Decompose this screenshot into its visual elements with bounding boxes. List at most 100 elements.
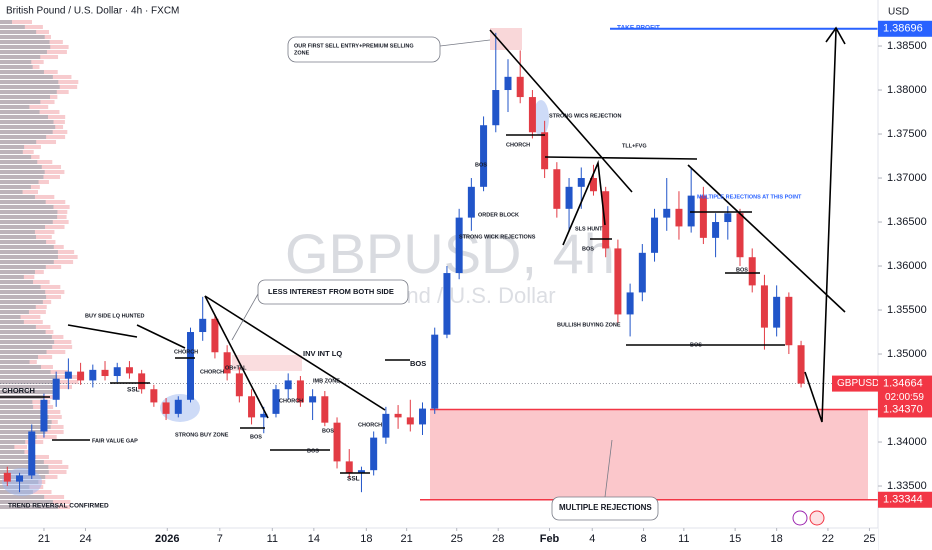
volume-profile-bar	[0, 445, 15, 449]
volume-profile-bar	[0, 120, 54, 124]
volume-profile-bar	[0, 175, 44, 179]
volume-profile-bar	[0, 505, 59, 509]
annotation: IMB ZONE	[313, 378, 340, 384]
zone-top-price-box	[878, 401, 932, 418]
candle-body	[89, 369, 97, 381]
candle-body	[284, 380, 292, 390]
last-price-box	[878, 375, 932, 406]
trendline	[489, 29, 633, 193]
take-profit-label: TAKE PROFIT	[617, 24, 660, 31]
x-tick-label: 25	[863, 533, 875, 545]
candle-body	[235, 373, 243, 397]
volume-profile-bar	[0, 125, 56, 129]
volume-profile-bar	[0, 205, 54, 209]
event-icon[interactable]	[809, 510, 825, 526]
volume-profile-bar	[0, 95, 51, 99]
volume-profile-bar	[0, 320, 24, 324]
volume-profile-bar	[0, 460, 44, 464]
annotation: MULTIPLE REJECTIONS	[559, 503, 652, 512]
annotation: OB+TLL	[225, 365, 247, 371]
volume-profile-bar	[0, 450, 25, 454]
candle-body	[724, 213, 732, 223]
tp-box	[878, 20, 932, 37]
alert-icon[interactable]	[792, 510, 808, 526]
ob-zone	[232, 355, 302, 371]
candle-body	[419, 408, 427, 425]
volume-profile-bar	[0, 110, 40, 114]
candle-body	[28, 431, 36, 476]
candle-body	[565, 186, 573, 209]
volume-profile-bar	[0, 385, 59, 389]
volume-profile-bar	[0, 440, 26, 444]
candle-body	[455, 217, 463, 274]
candle-body	[797, 345, 805, 384]
annotation: STRONG BUY ZONE	[175, 432, 229, 438]
volume-profile-bar	[0, 240, 47, 244]
volume-profile-bar	[0, 495, 45, 499]
volume-profile-bar	[0, 40, 50, 44]
volume-profile-bar	[0, 250, 58, 254]
volume-profile-bar	[0, 500, 53, 504]
premium-zone	[490, 28, 522, 50]
candle-body	[431, 334, 439, 409]
rejection-zone	[430, 409, 868, 500]
volume-profile-bar	[0, 300, 43, 304]
volume-profile-bar	[0, 225, 46, 229]
candle-body	[52, 378, 60, 400]
callout-box	[287, 36, 441, 63]
candle-body	[162, 402, 170, 414]
volume-profile-bar	[0, 220, 53, 224]
annotation: FAIR VALUE GAP	[92, 438, 138, 444]
candle-body	[3, 472, 11, 482]
volume-profile-bar	[0, 90, 57, 94]
trendline	[204, 295, 269, 419]
y-tick-label: 1.38000	[887, 84, 927, 96]
annotation: CHORCH	[279, 398, 303, 404]
candles	[3, 32, 805, 493]
volume-profile-bar	[0, 375, 58, 379]
volume-profile-bar	[0, 80, 59, 84]
annotation: ZONE	[294, 50, 310, 56]
annotation: CHORCH	[200, 369, 224, 375]
annotation: CHORCH	[2, 386, 35, 395]
candle-body	[712, 222, 720, 238]
annotation: BOS	[582, 246, 594, 252]
candle-body	[394, 413, 402, 418]
x-tick-label: 11	[678, 533, 689, 545]
volume-profile-bar	[0, 35, 45, 39]
candle-body	[321, 396, 329, 423]
volume-profile-bar	[0, 330, 46, 334]
levels: TAKE PROFIT	[0, 24, 878, 501]
zone-top-price: 1.34370	[883, 403, 923, 415]
candle-body	[223, 352, 231, 374]
volume-profile-bar	[0, 285, 41, 289]
volume-profile-bar	[0, 155, 32, 159]
annotation: BOS	[307, 448, 319, 454]
x-tick-label: 18	[360, 533, 372, 545]
volume-profile-bar	[0, 335, 52, 339]
candle-body	[101, 369, 109, 377]
volume-profile-bar	[0, 245, 54, 249]
candle-body	[113, 367, 121, 377]
candle-body	[64, 371, 72, 379]
reversal-highlight	[2, 468, 42, 496]
candle-body	[626, 292, 634, 315]
candle-body	[309, 396, 317, 403]
candle-body	[675, 208, 683, 227]
volume-profile-bar	[0, 165, 42, 169]
callout-pointer	[231, 293, 259, 341]
volume-profile-bar	[0, 405, 34, 409]
volume-profile-bar	[0, 270, 35, 274]
volume-profile-bar	[0, 210, 58, 214]
annotations: OUR FIRST SELL ENTRY+PREMIUM SELLINGZONE…	[2, 43, 802, 512]
volume-profile-bar	[0, 260, 54, 264]
trendline	[204, 295, 386, 411]
candle-body	[345, 461, 353, 473]
annotation: CHORCH	[358, 422, 382, 428]
x-tick-label: Feb	[540, 533, 560, 545]
candle-body	[186, 332, 194, 400]
annotation: STRONG WICK REJECTIONS	[459, 234, 536, 240]
x-tick-label: 8	[640, 533, 646, 545]
candle-body	[663, 208, 671, 218]
